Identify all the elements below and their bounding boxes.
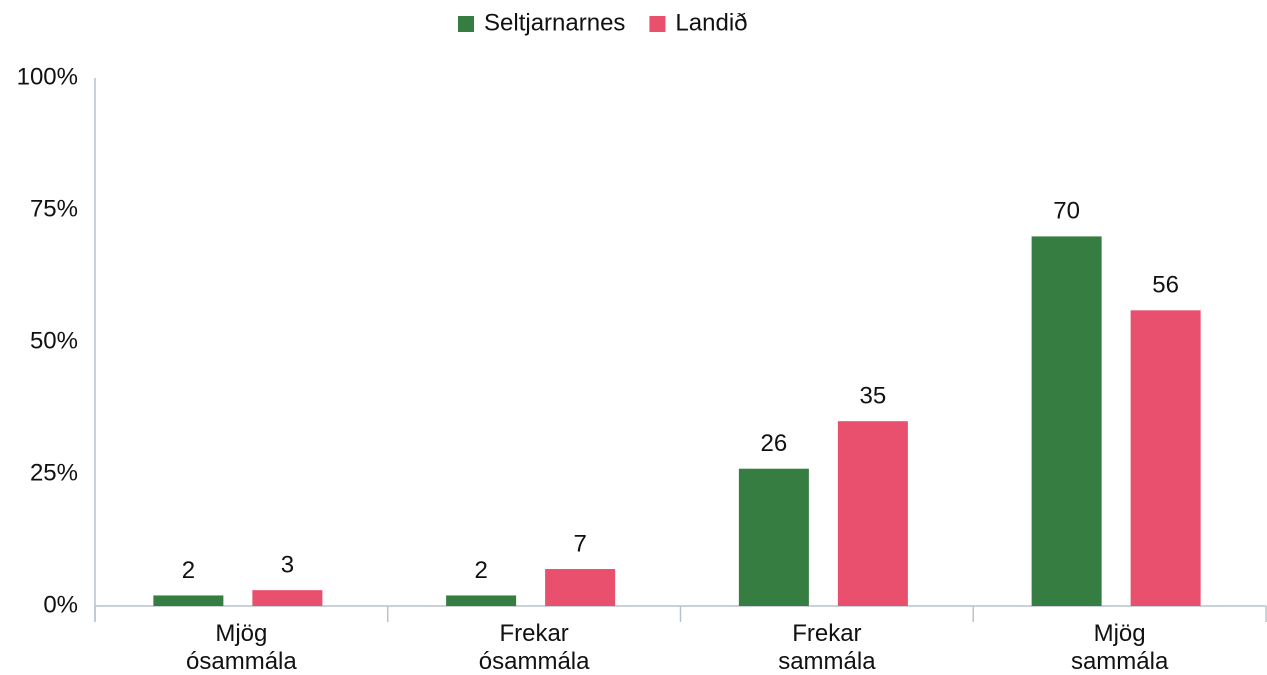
legend-swatch bbox=[649, 16, 666, 32]
data-label: 56 bbox=[1152, 272, 1179, 299]
x-tick-label: Mjög ósammála bbox=[186, 620, 297, 675]
legend-label: Landið bbox=[675, 9, 747, 36]
x-tick-label: Frekar ósammála bbox=[479, 620, 590, 675]
data-label: 35 bbox=[860, 383, 887, 410]
data-label: 26 bbox=[761, 430, 788, 457]
data-label: 2 bbox=[182, 557, 195, 584]
bar bbox=[837, 421, 908, 606]
y-tick-label: 0% bbox=[43, 591, 78, 618]
bar bbox=[153, 595, 224, 606]
bar bbox=[738, 468, 809, 606]
bar bbox=[545, 569, 616, 606]
bar bbox=[1031, 236, 1102, 606]
data-label: 2 bbox=[474, 557, 487, 584]
bar bbox=[252, 590, 323, 606]
data-label: 3 bbox=[281, 552, 294, 579]
legend-label: Seltjarnarnes bbox=[484, 9, 625, 36]
data-label: 70 bbox=[1053, 198, 1080, 225]
x-tick-label: Frekar sammála bbox=[778, 620, 876, 675]
x-tick-label: Mjög sammála bbox=[1071, 620, 1169, 675]
y-tick-label: 25% bbox=[30, 459, 78, 486]
data-label: 7 bbox=[573, 530, 586, 557]
bar bbox=[446, 595, 517, 606]
legend: Seltjarnarnes Landið bbox=[458, 9, 748, 36]
y-tick-label: 75% bbox=[30, 195, 78, 222]
y-tick-label: 100% bbox=[17, 63, 78, 90]
y-tick-label: 50% bbox=[30, 327, 78, 354]
legend-swatch bbox=[458, 16, 474, 32]
bar bbox=[1130, 310, 1201, 606]
